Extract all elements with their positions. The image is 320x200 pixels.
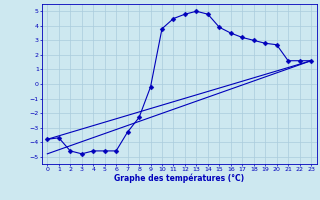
X-axis label: Graphe des températures (°C): Graphe des températures (°C) bbox=[114, 173, 244, 183]
